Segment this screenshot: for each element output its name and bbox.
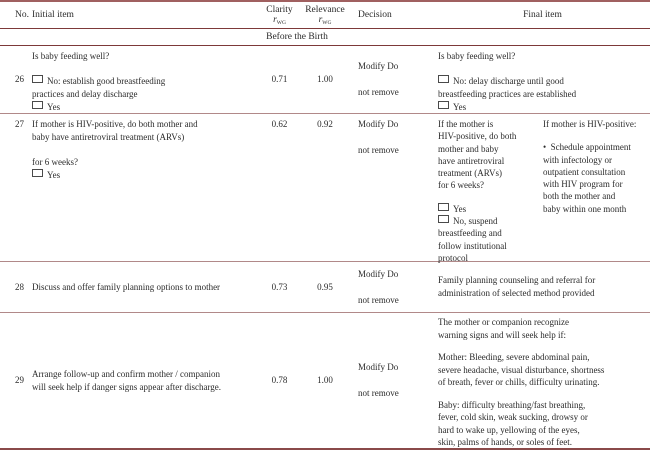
row27-initial-question: If mother is HIV-positive, do both mothe…	[32, 119, 198, 142]
row26-final-option-yes: Yes	[438, 101, 647, 114]
row26-initial-option-yes: Yes	[32, 101, 257, 114]
row27-final-option-yes: Yes	[438, 202, 535, 215]
row26-initial-option-no: No: establish good breastfeeding practic…	[32, 75, 166, 99]
row29-decision: Modify Do not remove	[358, 362, 399, 398]
checkbox-icon	[438, 75, 449, 83]
checkbox-icon	[438, 215, 449, 224]
header-decision: Decision	[358, 9, 392, 20]
row27-final-bullet-item: • Schedule appointment with infectology …	[543, 142, 631, 214]
header-clarity: Clarity rWG	[257, 2, 302, 28]
row27-final-option-no: No, suspend breastfeeding and follow ins…	[438, 215, 507, 263]
section-title: Before the Birth	[266, 31, 328, 42]
row26-final-option-no: No: delay discharge until good breastfee…	[438, 75, 577, 99]
checkbox-icon	[438, 202, 449, 211]
table-row-26: 26 Is baby feeding well? No: establish g…	[0, 46, 650, 114]
relevance-rwg-symbol: rWG	[318, 14, 332, 26]
row27-final-left-column: If the mother is HIV-positive, do both m…	[438, 118, 535, 264]
table-row-29: 29 Arrange follow-up and confirm mother …	[0, 313, 650, 450]
section-before-the-birth: Before the Birth	[0, 29, 650, 46]
row27-final-item: If the mother is HIV-positive, do both m…	[432, 114, 650, 264]
row27-initial-option-yes: Yes	[32, 169, 257, 182]
row29-final-item: The mother or companion recognize warnin…	[432, 313, 650, 448]
row26-decision: Modify Do not remove	[358, 61, 399, 97]
row29-final-mother-signs: Mother: Bleeding, severe abdominal pain,…	[438, 352, 605, 387]
row27-clarity-value: 0.62	[271, 119, 288, 129]
row27-relevance-value: 0.92	[317, 119, 333, 129]
row27-initial-question-cont: for 6 weeks?	[32, 157, 78, 167]
row29-number: 29	[15, 375, 24, 385]
checkbox-icon	[438, 101, 449, 109]
table-row-28: 28 Discuss and offer family planning opt…	[0, 262, 650, 313]
row27-decision: Modify Do not remove	[358, 119, 399, 155]
row27-final-question: If the mother is HIV-positive, do both m…	[438, 119, 517, 191]
row26-relevance-value: 1.00	[317, 74, 333, 84]
row28-clarity-value: 0.73	[271, 281, 288, 292]
checkbox-icon	[32, 75, 43, 83]
clarity-rwg-symbol: rWG	[273, 14, 286, 26]
row29-initial-item: Arrange follow-up and confirm mother / c…	[32, 368, 222, 392]
header-initial-item: Initial item	[32, 9, 74, 20]
row29-final-baby-signs: Baby: difficulty breathing/fast breathin…	[438, 399, 588, 448]
row26-final-item: Is baby feeding well? No: delay discharg…	[432, 46, 650, 113]
header-no: No.	[15, 9, 29, 20]
table-row-27: 27 If mother is HIV-positive, do both mo…	[0, 114, 650, 264]
checkbox-icon	[32, 101, 43, 109]
row28-initial-item: Discuss and offer family planning option…	[32, 281, 221, 292]
checkbox-icon	[32, 169, 43, 177]
row28-final-item: Family planning counseling and referral …	[438, 275, 596, 298]
row26-number: 26	[15, 74, 24, 84]
row28-relevance-value: 0.95	[317, 281, 333, 292]
table-header-row: No. Initial item Clarity rWG Relevance r…	[0, 2, 650, 29]
row29-relevance-value: 1.00	[317, 375, 333, 385]
row28-decision: Modify Do not remove	[358, 268, 399, 305]
row28-number: 28	[15, 281, 24, 292]
row26-clarity-value: 0.71	[271, 74, 288, 84]
row29-final-intro: The mother or companion recognize warnin…	[438, 317, 569, 340]
row27-initial-item: If mother is HIV-positive, do both mothe…	[32, 114, 257, 261]
row27-final-right-column: If mother is HIV-positive: • Schedule ap…	[535, 118, 647, 264]
row26-initial-item: Is baby feeding well? No: establish good…	[32, 46, 257, 113]
row29-clarity-value: 0.78	[271, 375, 288, 385]
header-relevance: Relevance rWG	[302, 2, 348, 28]
row27-final-heading: If mother is HIV-positive:	[543, 119, 637, 129]
row26-final-question: Is baby feeding well?	[438, 51, 516, 61]
row26-initial-question: Is baby feeding well?	[32, 51, 110, 61]
header-final-item: Final item	[523, 9, 562, 20]
row27-number: 27	[15, 119, 24, 129]
